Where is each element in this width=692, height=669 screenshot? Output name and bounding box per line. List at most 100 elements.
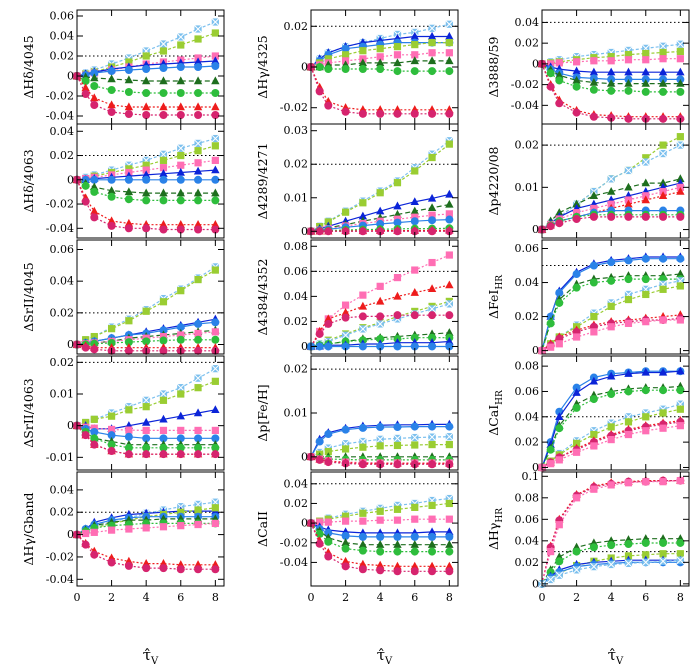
data-point xyxy=(376,516,384,524)
series-line xyxy=(310,35,450,68)
data-point xyxy=(107,192,116,201)
series-green-circles xyxy=(538,275,685,355)
y-tick-label: 0 xyxy=(532,223,539,236)
series-line xyxy=(541,182,681,231)
data-point xyxy=(358,324,367,333)
data-point xyxy=(107,431,116,440)
data-point xyxy=(176,89,185,97)
data-point xyxy=(124,88,133,96)
data-point xyxy=(177,426,185,435)
data-point xyxy=(590,485,598,493)
plot-frame xyxy=(76,123,225,239)
data-point xyxy=(555,208,564,216)
data-point xyxy=(107,447,116,455)
y-tick-label: 0.08 xyxy=(284,240,309,253)
data-point xyxy=(641,78,650,87)
series-magenta-circles xyxy=(538,212,685,234)
data-point xyxy=(358,227,367,236)
data-point xyxy=(211,196,220,205)
data-point xyxy=(376,227,385,236)
data-point xyxy=(142,337,151,346)
data-point xyxy=(607,481,615,489)
data-point xyxy=(624,86,633,95)
data-point xyxy=(445,109,454,118)
series-blue-circles xyxy=(73,175,220,184)
series-line xyxy=(76,329,216,346)
y-tick-label: 0.01 xyxy=(284,407,309,420)
series-line xyxy=(76,179,216,194)
data-point xyxy=(376,334,385,343)
data-point xyxy=(445,280,454,289)
data-point xyxy=(193,76,203,85)
data-point xyxy=(81,540,90,549)
series-line xyxy=(76,501,216,536)
data-point xyxy=(193,220,203,228)
data-point xyxy=(546,222,555,231)
series-line xyxy=(541,314,681,352)
data-point xyxy=(572,388,581,396)
data-point xyxy=(176,220,185,228)
data-point xyxy=(659,285,667,293)
series-line xyxy=(541,480,681,584)
y-tick-label: 0.02 xyxy=(284,158,309,171)
series-line xyxy=(541,63,681,80)
data-point xyxy=(410,532,419,541)
series-line xyxy=(310,42,450,68)
data-point xyxy=(676,55,684,63)
data-point xyxy=(159,564,168,573)
data-point xyxy=(642,290,650,299)
data-point xyxy=(607,258,616,267)
data-point xyxy=(555,340,563,348)
plot-frame xyxy=(541,9,690,125)
data-point xyxy=(159,111,168,119)
series-line xyxy=(76,425,216,439)
data-point xyxy=(590,430,598,439)
data-point xyxy=(316,518,324,526)
series-line xyxy=(76,32,216,77)
data-point xyxy=(676,78,685,87)
data-point xyxy=(324,458,333,467)
data-point xyxy=(428,304,437,313)
x-tick-label: 8 xyxy=(446,591,453,604)
data-point xyxy=(211,377,219,385)
data-point xyxy=(555,557,564,566)
series-line xyxy=(76,522,216,536)
data-point xyxy=(445,432,454,441)
series-line xyxy=(76,507,216,536)
data-point xyxy=(194,25,203,33)
data-point xyxy=(159,156,168,164)
y-tick-label: 0.04 xyxy=(515,276,540,289)
data-point xyxy=(90,428,99,436)
data-point xyxy=(341,308,350,316)
series-line xyxy=(76,138,216,181)
data-point xyxy=(194,384,202,392)
data-point xyxy=(376,109,385,118)
data-point xyxy=(624,56,633,64)
series-line xyxy=(76,368,216,427)
series-red-triangles xyxy=(72,71,220,111)
data-point xyxy=(659,48,667,57)
data-point xyxy=(589,261,598,270)
series-line xyxy=(310,332,450,348)
data-point xyxy=(107,412,116,420)
data-point xyxy=(624,256,633,265)
series-line xyxy=(541,210,681,231)
data-point xyxy=(445,515,453,523)
data-point xyxy=(676,174,685,183)
data-point xyxy=(606,371,616,380)
series-line xyxy=(310,423,450,458)
data-point xyxy=(659,409,667,417)
plot-frame xyxy=(541,123,690,239)
data-point xyxy=(589,562,598,571)
y-tick-label: 0.04 xyxy=(50,275,75,288)
data-point xyxy=(159,390,168,398)
data-point xyxy=(445,210,453,218)
data-point xyxy=(410,311,419,320)
data-point xyxy=(445,227,454,236)
data-point xyxy=(428,333,437,342)
y-tick-label: 0 xyxy=(532,57,539,70)
data-point xyxy=(211,188,220,197)
data-point xyxy=(124,443,133,452)
data-point xyxy=(107,338,116,347)
data-point xyxy=(376,312,385,321)
